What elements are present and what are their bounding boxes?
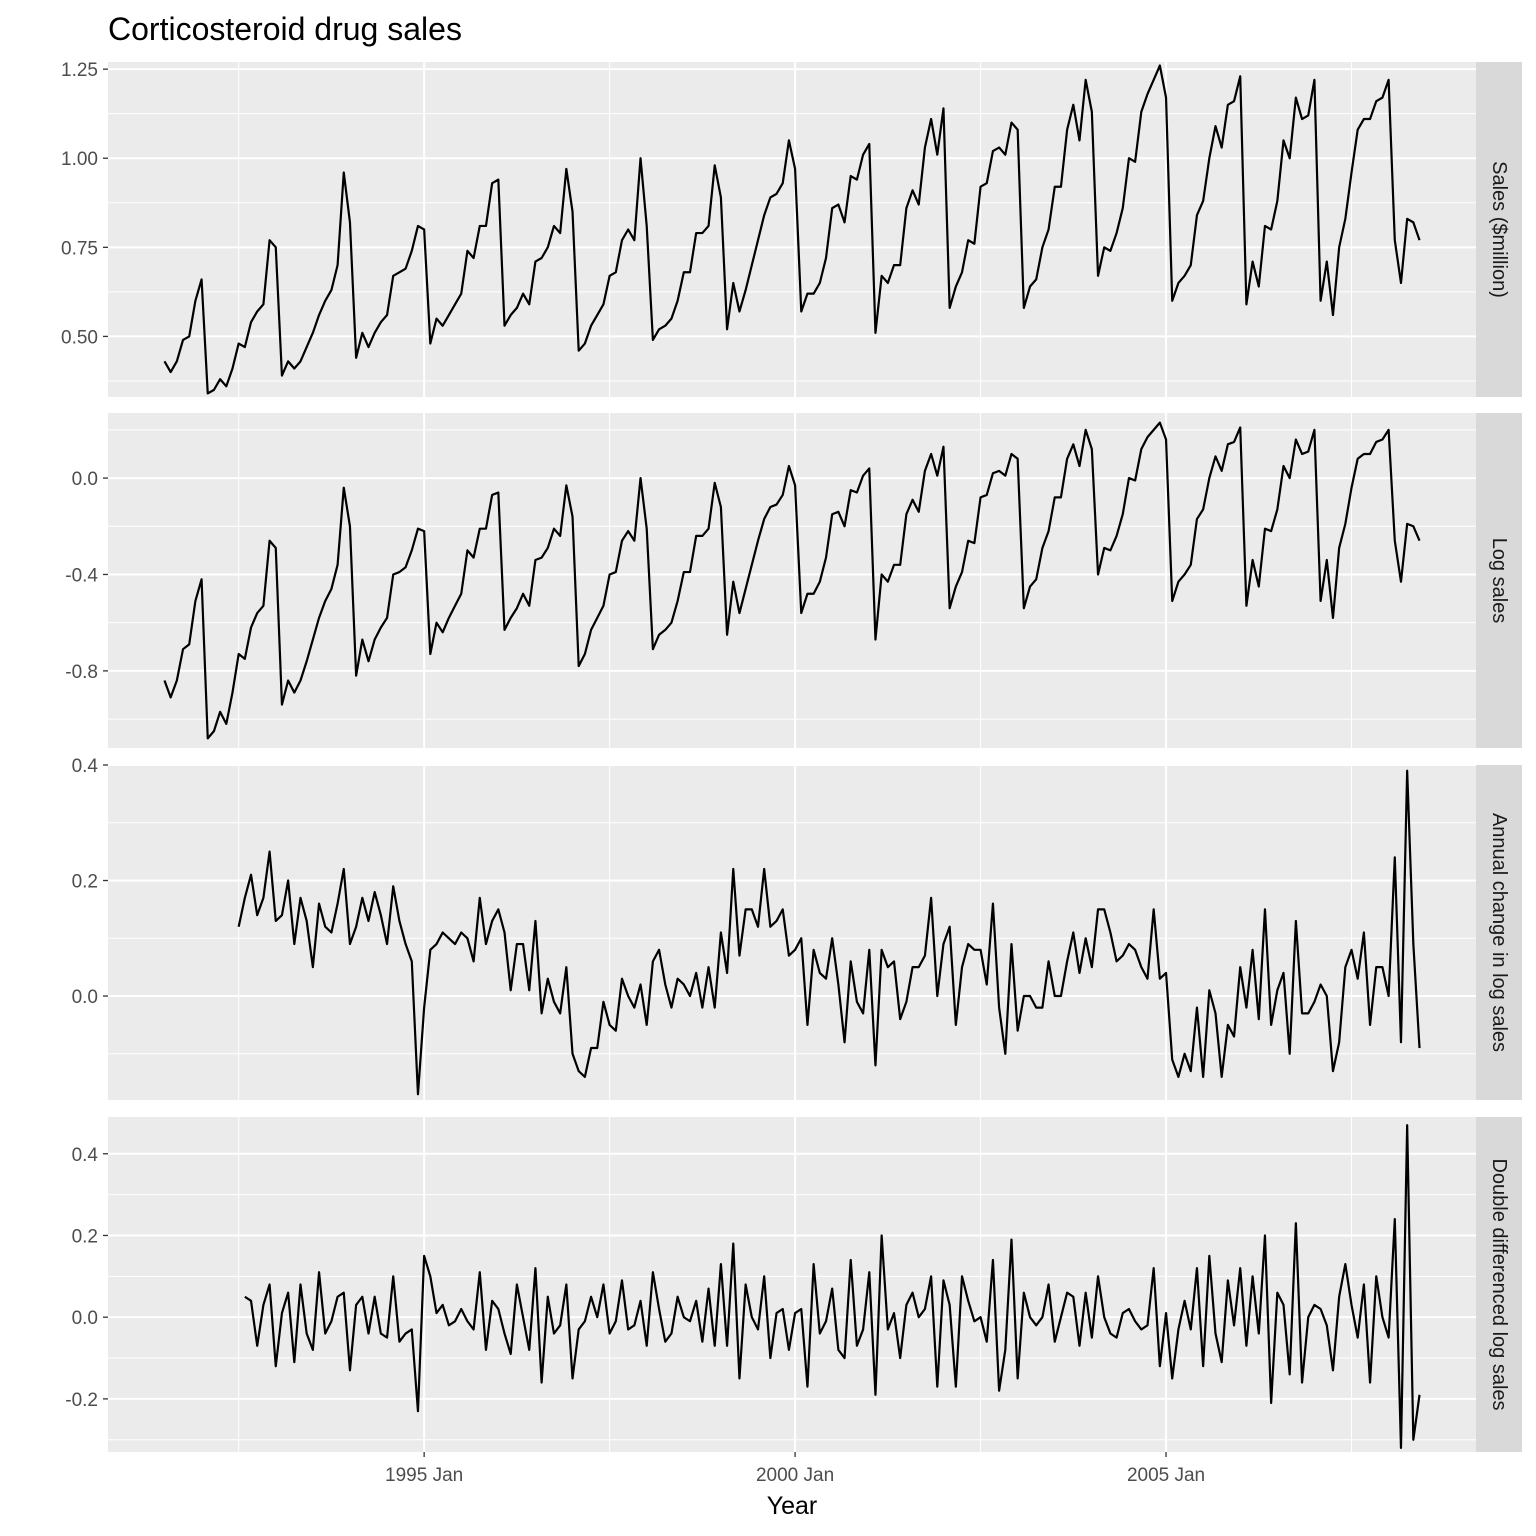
y-tick-label: 0.50 bbox=[61, 327, 98, 348]
facet-strip-label: Double differenced log sales bbox=[1488, 1158, 1510, 1410]
x-tick-label: 2005 Jan bbox=[1127, 1465, 1205, 1486]
series-line bbox=[163, 64, 1421, 395]
y-tick-label: -0.2 bbox=[65, 1390, 98, 1411]
panel-3: 0.0 0.2 0.4 Annual change in log sales bbox=[72, 756, 1522, 1100]
panel-4: -0.2 0.0 0.2 0.4 Double differenced log sale… bbox=[65, 1117, 1522, 1452]
series-line bbox=[237, 769, 1421, 1096]
panel-background bbox=[108, 765, 1476, 1100]
panel-1: 0.50 0.75 1.00 1.25 Sales ($million) bbox=[61, 60, 1522, 397]
y-tick-label: 0.75 bbox=[61, 238, 98, 259]
facet-strip bbox=[1476, 413, 1522, 748]
series-line bbox=[163, 421, 1421, 740]
x-axis-title: Year bbox=[767, 1492, 818, 1520]
x-tick-label: 2000 Jan bbox=[756, 1465, 834, 1486]
facet-strip bbox=[1476, 62, 1522, 397]
y-tick-label: 0.2 bbox=[72, 872, 98, 893]
panels: 0.50 0.75 1.00 1.25 Sales ($million) -0.8 -0.4… bbox=[61, 60, 1522, 1452]
panel-background bbox=[108, 62, 1476, 397]
panel-background bbox=[108, 413, 1476, 748]
panel-background bbox=[108, 1117, 1476, 1452]
y-tick-label: 0.0 bbox=[72, 469, 98, 490]
facet-strip-label: Log sales bbox=[1488, 538, 1510, 624]
x-tick-label: 1995 Jan bbox=[385, 1465, 463, 1486]
y-tick-label: 0.0 bbox=[72, 987, 98, 1008]
facet-strip-label: Sales ($million) bbox=[1488, 161, 1510, 298]
facet-strip-label: Annual change in log sales bbox=[1488, 813, 1510, 1052]
series-line bbox=[244, 1124, 1421, 1450]
y-tick-label: 1.00 bbox=[61, 149, 98, 170]
facet-strip bbox=[1476, 765, 1522, 1100]
x-axis-ticks: 1995 Jan 2000 Jan 2005 Jan bbox=[385, 1452, 1205, 1486]
chart-title: Corticosteroid drug sales bbox=[108, 11, 462, 47]
panel-2: -0.8 -0.4 0.0 Log sales bbox=[65, 413, 1522, 748]
y-tick-label: -0.4 bbox=[65, 565, 98, 586]
y-tick-label: 0.2 bbox=[72, 1226, 98, 1247]
y-tick-label: 1.25 bbox=[61, 60, 98, 81]
facet-strip bbox=[1476, 1117, 1522, 1452]
y-tick-label: 0.4 bbox=[72, 756, 99, 777]
y-tick-label: 0.4 bbox=[72, 1145, 99, 1166]
y-tick-label: 0.0 bbox=[72, 1308, 98, 1329]
y-tick-label: -0.8 bbox=[65, 662, 98, 683]
